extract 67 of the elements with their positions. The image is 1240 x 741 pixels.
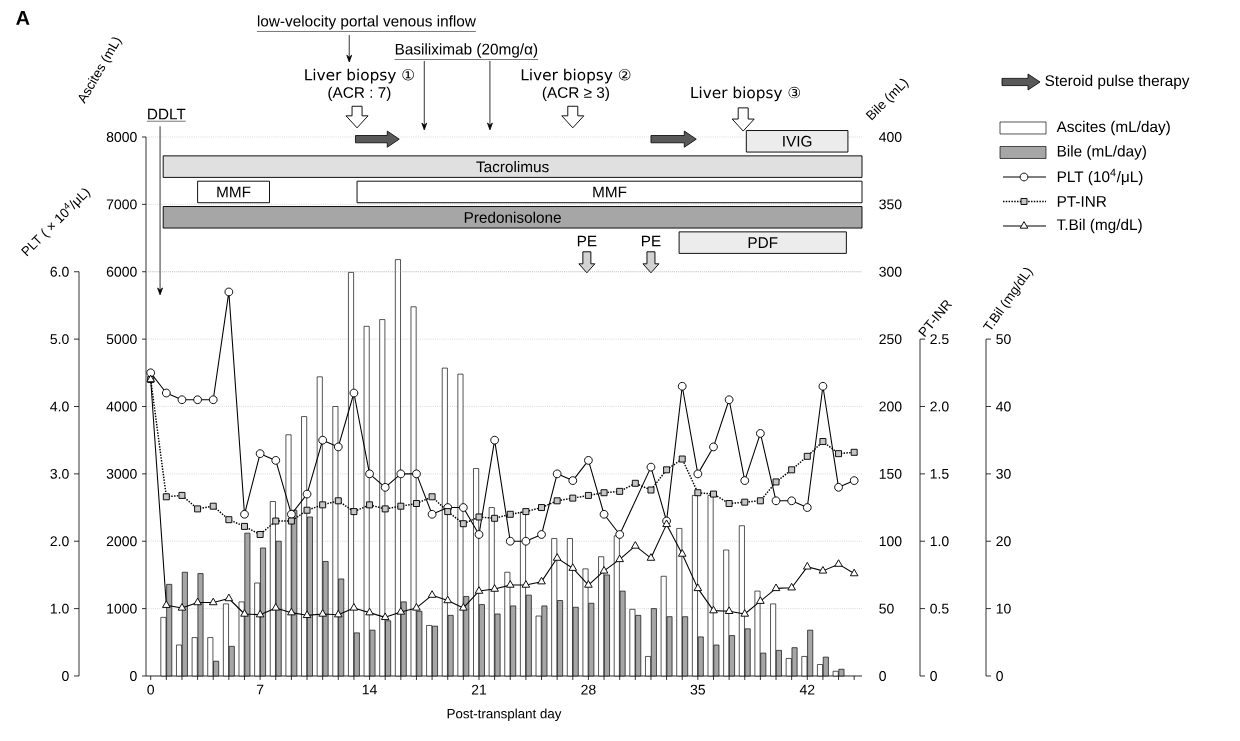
- y-tick-label: 3000: [106, 468, 137, 479]
- y2-tick-label: 50: [879, 603, 894, 614]
- y-tick-label: Predonisolone: [464, 211, 561, 223]
- y2-tick-label: 400: [879, 132, 902, 142]
- y-tick-label: 0: [130, 671, 137, 681]
- y2-tick-label: 0: [879, 671, 886, 681]
- y2-tick-label: 0.5: [930, 603, 949, 614]
- y-tick-label: 2000: [106, 536, 137, 547]
- text: DDLT: [148, 108, 186, 120]
- text: A: [16, 11, 30, 25]
- x-tick-label: 42: [799, 684, 815, 695]
- y-tick-label: 7000: [106, 199, 137, 210]
- y2-tick-label: 150: [879, 468, 902, 479]
- y-tick-label: 0: [62, 671, 69, 681]
- y2-tick-label: 300: [879, 266, 902, 277]
- y-tick-label: 10: [996, 603, 1011, 614]
- y-tick-label: 5000: [106, 334, 137, 345]
- y-tick-label: 4.0: [50, 401, 69, 412]
- y2-tick-label: 1.0: [930, 536, 949, 547]
- x-tick-label: 7: [256, 684, 264, 695]
- y-tick-label: 6.0: [50, 266, 69, 277]
- y2-tick-label: 100: [879, 536, 902, 547]
- legend-label: PT-INR: [1057, 196, 1107, 207]
- y-tick-label: 0: [996, 671, 1003, 681]
- x-axis-title: Post-transplant day: [447, 708, 562, 721]
- text: Liver biopsy ③: [691, 86, 801, 102]
- x-tick-label: 14: [362, 684, 377, 695]
- text: (ACR ≥ 3): [542, 86, 609, 102]
- y2-tick-label: 350: [879, 199, 902, 210]
- y2-tick-label: 250: [879, 334, 902, 345]
- x-tick-label: 35: [690, 684, 706, 695]
- y-tick-label: 2.0: [50, 536, 69, 547]
- y2-tick-label: 2.0: [930, 401, 949, 412]
- y-tick-label: 50: [996, 334, 1011, 345]
- y-tick-label: 40: [996, 401, 1011, 412]
- y-tick-label: IVIG: [783, 135, 812, 147]
- text: Basiliximab (20mg/α): [395, 43, 538, 58]
- y-tick-label: 4000: [106, 401, 137, 412]
- y2-tick-label: 0: [930, 671, 937, 681]
- y-tick-label: 1000: [107, 603, 137, 614]
- x-tick-label: 28: [581, 684, 596, 695]
- text: Steroid pulse therapy: [1045, 74, 1190, 90]
- y-tick-label: 5.0: [50, 334, 69, 345]
- text: (ACR : 7): [328, 86, 391, 102]
- legend-label: PLT (10$^{4}$/μL): [1057, 168, 1143, 186]
- annotation: PE: [577, 235, 597, 247]
- y-tick-label: 3.0: [50, 468, 69, 479]
- legend-label: Bile (mL/day): [1057, 145, 1146, 160]
- x-tick-label: 0: [147, 684, 155, 695]
- legend-label: Ascites (mL/day): [1056, 120, 1170, 136]
- text: low-velocity portal venous inflow: [257, 15, 476, 30]
- y-tick-label: 6000: [106, 266, 137, 277]
- annotation: PE: [641, 235, 661, 247]
- y-tick-label: Tacrolimus: [476, 161, 549, 173]
- y-axis-title: PLT ( × 10$^{4}$/μL): [21, 188, 91, 257]
- y2-tick-label: 1.5: [930, 468, 949, 479]
- text: Liver biopsy ②: [521, 68, 631, 84]
- y2-tick-label: 200: [879, 401, 902, 412]
- x-tick-label: 21: [471, 684, 487, 695]
- y-tick-label: PDF: [748, 237, 778, 248]
- y-tick-label: 8000: [106, 132, 137, 142]
- y-tick-label: 30: [996, 468, 1011, 479]
- y-tick-label: 20: [996, 536, 1011, 547]
- category-label: MMF: [593, 186, 627, 198]
- y-tick-label: 1.0: [50, 603, 69, 614]
- text: Liver biopsy ①: [305, 68, 414, 84]
- legend-label: T.Bil (mg/dL): [1056, 218, 1142, 234]
